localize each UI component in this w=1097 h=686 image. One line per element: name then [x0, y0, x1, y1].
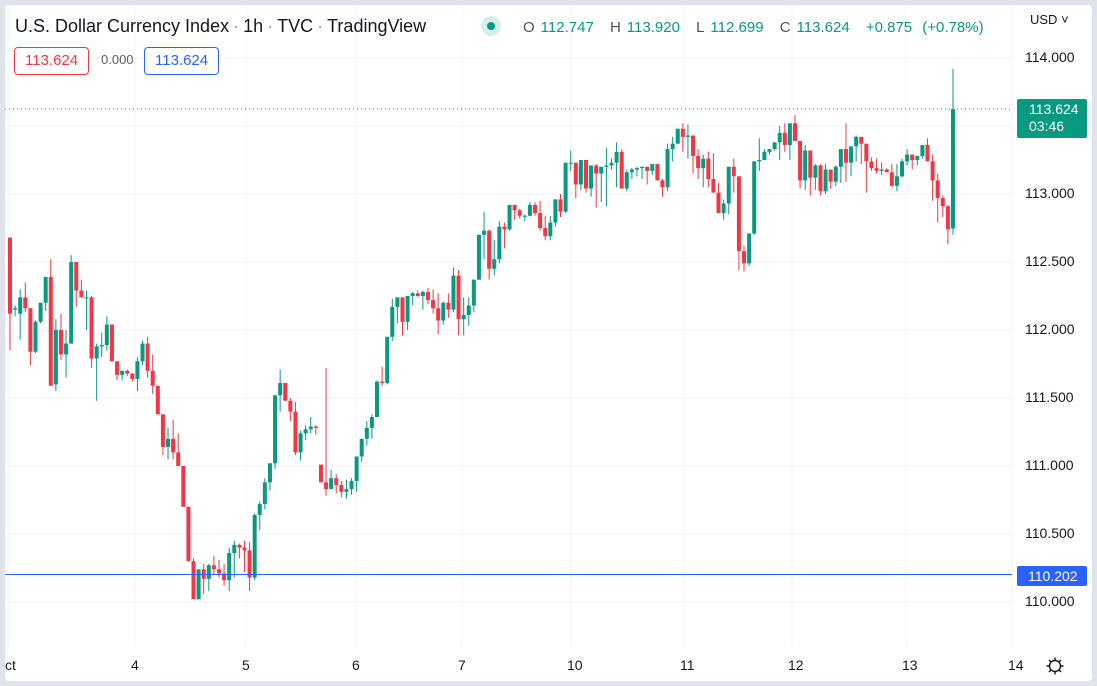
price-tick-label: 110.500 [1025, 525, 1075, 541]
time-tick-label: 11 [680, 657, 695, 673]
exchange: TVC [277, 16, 314, 36]
change-percent: (+0.78%) [922, 19, 984, 36]
spread-value: 0.000 [101, 52, 134, 67]
last-price-value: 113.624 [1029, 101, 1079, 117]
bar-countdown: 03:46 [1029, 118, 1065, 134]
interval: 1h [243, 16, 264, 36]
chart-panel: U.S. Dollar Currency Index · 1h · TVC · Tradin… [5, 5, 1092, 681]
market-open-icon[interactable] [481, 16, 501, 36]
grid-lines [5, 5, 1013, 647]
close-value: 113.624 [796, 19, 850, 36]
time-tick-label: 4 [131, 657, 139, 673]
symbol-title: U.S. Dollar Currency Index [15, 16, 230, 36]
sell-button[interactable]: 113.624 [14, 47, 90, 75]
low-value: 112.699 [710, 19, 764, 36]
price-tick-label: 112.000 [1025, 321, 1075, 337]
time-tick-label: 14 [1008, 657, 1024, 673]
time-tick-label: ct [5, 657, 16, 673]
time-tick-label: 13 [902, 657, 918, 673]
candles [8, 68, 955, 600]
buy-button[interactable]: 113.624 [144, 47, 220, 75]
time-tick-label: 5 [242, 657, 250, 673]
price-tick-label: 112.500 [1025, 253, 1075, 269]
time-tick-label: 6 [352, 657, 360, 673]
high-value: 113.920 [626, 19, 680, 36]
open-value: 112.747 [540, 19, 594, 36]
symbol-legend[interactable]: U.S. Dollar Currency Index · 1h · TVC · Tradin… [15, 16, 427, 36]
price-tick-label: 113.000 [1025, 185, 1075, 201]
last-price-badge: 113.624 03:46 [1017, 99, 1087, 138]
time-tick-label: 12 [788, 657, 804, 673]
change-value: +0.875 [865, 19, 913, 36]
time-tick-label: 7 [458, 657, 466, 673]
candlestick-chart[interactable] [5, 5, 1092, 681]
time-tick-label: 10 [567, 657, 583, 673]
price-tick-label: 110.000 [1025, 593, 1075, 609]
data-source: TradingView [327, 16, 427, 36]
chevron-down-icon: ˅ [1061, 12, 1069, 27]
ohlc-values: O 112.747 H 113.920 L 112.699 C 113.624 +0.8… [523, 19, 984, 36]
price-tick-label: 114.000 [1025, 49, 1075, 65]
horizontal-line-badge[interactable]: 110.202 [1017, 566, 1087, 586]
price-tick-label: 111.500 [1025, 389, 1074, 405]
price-tick-label: 111.000 [1025, 457, 1074, 473]
gear-icon[interactable] [1045, 656, 1065, 676]
currency-selector[interactable]: USD ˅ [1030, 12, 1069, 27]
